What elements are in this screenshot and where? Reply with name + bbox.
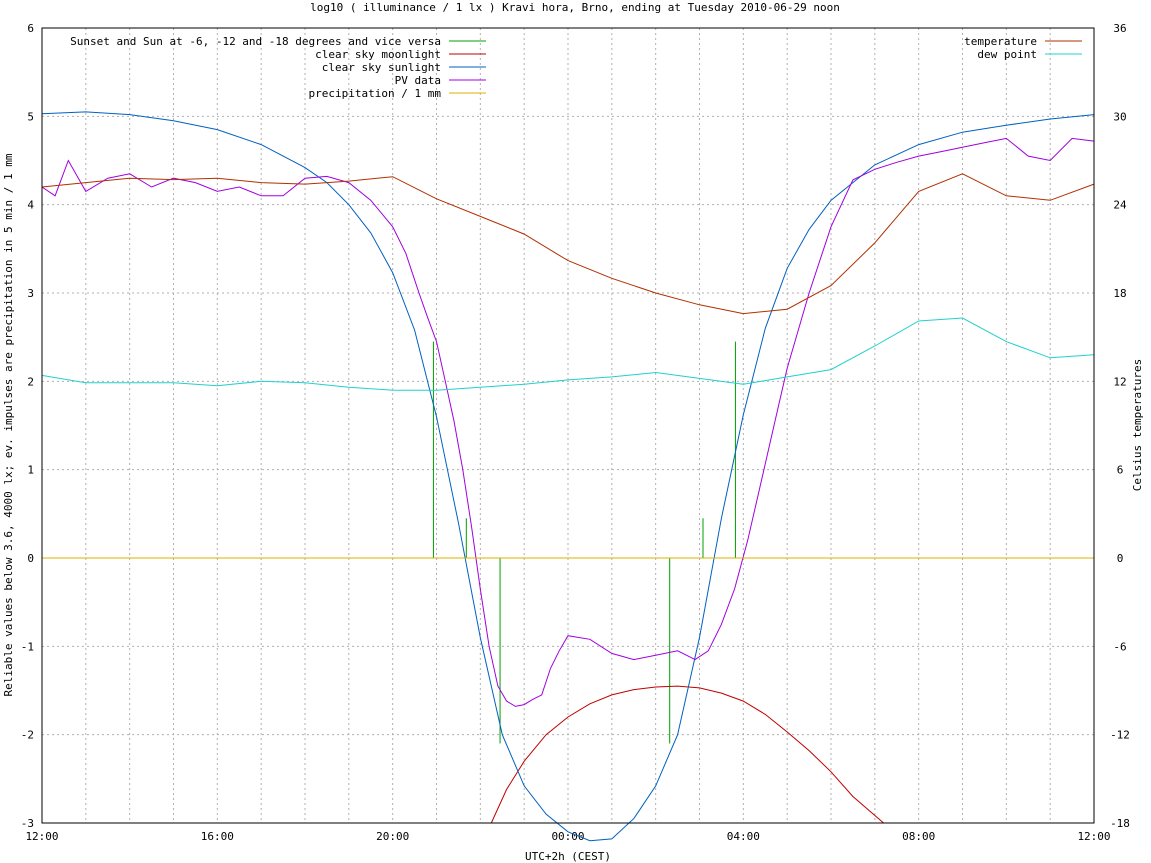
y-right-tick-label: -12 xyxy=(1110,729,1130,742)
x-tick-label: 16:00 xyxy=(201,830,234,843)
y-right-tick-label: 24 xyxy=(1113,199,1127,212)
grid-lines xyxy=(42,28,1094,823)
series-line-dew-point xyxy=(41,317,1095,391)
legend-label: dew point xyxy=(977,48,1037,61)
chart-title: log10 ( illuminance / 1 lx ) Kravi hora,… xyxy=(310,1,840,14)
legend-label: PV data xyxy=(395,74,441,87)
y-left-tick-label: 0 xyxy=(27,552,34,565)
x-axis-label: UTC+2h (CEST) xyxy=(525,850,611,863)
y-right-tick-label: 30 xyxy=(1113,110,1126,123)
y-left-tick-label: 5 xyxy=(27,110,34,123)
legend-label: temperature xyxy=(964,35,1037,48)
series-line-temperature xyxy=(41,173,1095,315)
x-tick-label: 08:00 xyxy=(902,830,935,843)
y-left-tick-label: 3 xyxy=(27,287,34,300)
x-tick-label: 00:00 xyxy=(551,830,584,843)
y-right-tick-label: 18 xyxy=(1113,287,1126,300)
series-group xyxy=(41,111,1095,842)
legend-label: clear sky sunlight xyxy=(322,61,441,74)
x-tick-label: 12:00 xyxy=(25,830,58,843)
y-right-tick-label: -18 xyxy=(1110,817,1130,830)
axis-ticks: 12:00 16:00 20:00 00:00 04:00 08:00 12:00-3-2-… xyxy=(21,22,1130,843)
y-right-tick-label: 6 xyxy=(1117,464,1124,477)
x-tick-label: 12:00 xyxy=(1077,830,1110,843)
plot-frame xyxy=(41,27,1095,824)
y-right-tick-label: -6 xyxy=(1113,640,1126,653)
y-left-tick-label: -3 xyxy=(21,817,34,830)
y-right-tick-label: 0 xyxy=(1117,552,1124,565)
series-line-clear-sky-moonlight xyxy=(490,685,884,824)
legend-label: precipitation / 1 mm xyxy=(309,87,442,100)
legend-label: Sunset and Sun at -6, -12 and -18 degree… xyxy=(70,35,441,48)
y-left-tick-label: -2 xyxy=(21,729,34,742)
series-line-clear-sky-sunlight xyxy=(41,111,1095,842)
series-line-pv-data xyxy=(41,137,1095,707)
x-tick-label: 04:00 xyxy=(727,830,760,843)
y-axis-left-label: Reliable values below 3.6, 4000 lx; ev. … xyxy=(2,153,15,696)
y-right-tick-label: 36 xyxy=(1113,22,1126,35)
y-left-tick-label: 2 xyxy=(27,375,34,388)
legend-label: clear sky moonlight xyxy=(315,48,441,61)
x-tick-label: 20:00 xyxy=(376,830,409,843)
legend-left: Sunset and Sun at -6, -12 and -18 degree… xyxy=(70,35,486,100)
y-left-tick-label: 6 xyxy=(27,22,34,35)
y-axis-right-label: Celsius temperatures xyxy=(1131,359,1144,491)
y-right-tick-label: 12 xyxy=(1113,375,1126,388)
y-left-tick-label: -1 xyxy=(21,640,34,653)
y-left-tick-label: 4 xyxy=(27,199,34,212)
y-left-tick-label: 1 xyxy=(27,464,34,477)
